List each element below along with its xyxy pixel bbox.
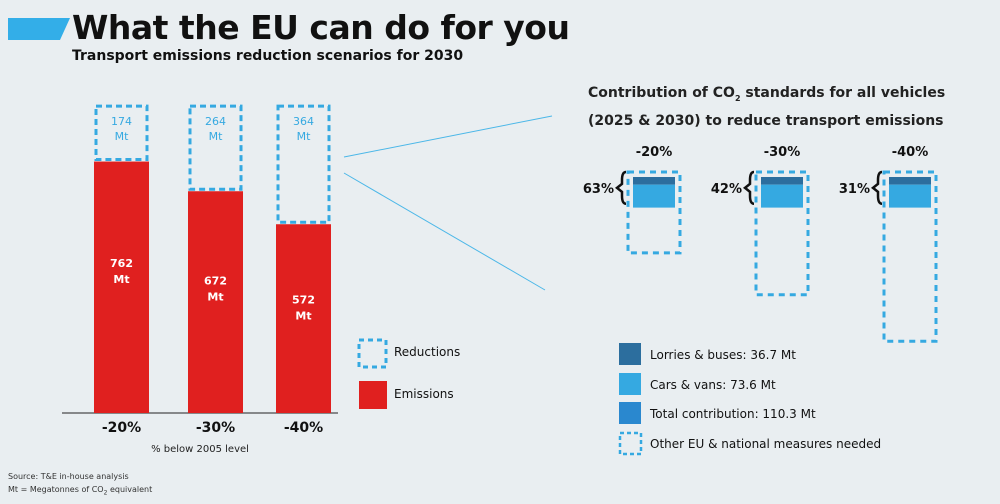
legend-label: Total contribution: 110.3 Mt bbox=[649, 407, 816, 421]
reductions-bar bbox=[188, 104, 243, 191]
reductions-bar bbox=[276, 104, 331, 224]
lorries-segment bbox=[761, 177, 803, 185]
emissions-value-label: 672 Mt bbox=[204, 274, 227, 303]
emissions-bar bbox=[276, 224, 331, 413]
share-percent-label: 31% bbox=[839, 182, 870, 197]
legend-other-swatch bbox=[618, 431, 643, 456]
reductions-value-label: 264 Mt bbox=[205, 115, 226, 143]
brace-icon bbox=[614, 170, 627, 206]
emissions-value-label: 572 Mt bbox=[292, 294, 315, 323]
x-tick-label: -20% bbox=[102, 420, 141, 436]
cars-segment bbox=[633, 184, 675, 208]
legend-lorries-swatch bbox=[619, 343, 641, 365]
callout-line bbox=[343, 115, 553, 158]
legend-label: Cars & vans: 73.6 Mt bbox=[650, 378, 776, 392]
scenario-label: -30% bbox=[764, 145, 801, 160]
scenario-label: -40% bbox=[892, 145, 929, 160]
other-measures-box bbox=[882, 170, 938, 343]
cars-segment bbox=[889, 184, 931, 208]
cars-segment bbox=[761, 184, 803, 208]
emissions-bar bbox=[188, 191, 243, 413]
banner-flag-icon bbox=[8, 18, 70, 40]
emissions-bar bbox=[94, 161, 149, 413]
legend-cars-swatch bbox=[619, 373, 641, 395]
legend-reductions-swatch bbox=[357, 338, 388, 369]
brace-icon bbox=[870, 170, 883, 206]
lorries-segment bbox=[889, 177, 931, 185]
legend-emissions-label: Emissions bbox=[394, 387, 454, 401]
source-note: Source: T&E in-house analysis bbox=[8, 472, 129, 481]
x-tick-label: -30% bbox=[196, 420, 235, 436]
page-subtitle: Transport emissions reduction scenarios … bbox=[72, 48, 464, 64]
scenario-label: -20% bbox=[636, 145, 673, 160]
emissions-value-label: 762 Mt bbox=[110, 257, 133, 286]
x-tick-label: -40% bbox=[284, 420, 323, 436]
reductions-value-label: 174 Mt bbox=[111, 115, 132, 143]
share-percent-label: 63% bbox=[583, 182, 614, 197]
callout-line bbox=[343, 172, 546, 291]
unit-note: Mt = Megatonnes of CO2 equivalent bbox=[8, 485, 153, 497]
legend-reductions-label: Reductions bbox=[394, 345, 460, 359]
reductions-bar bbox=[94, 104, 149, 162]
x-axis-title: % below 2005 level bbox=[151, 444, 249, 455]
other-measures-box bbox=[754, 170, 810, 297]
lorries-segment bbox=[633, 177, 675, 185]
detail-title: Contribution of CO2 standards for all ve… bbox=[588, 85, 946, 129]
legend-label: Lorries & buses: 36.7 Mt bbox=[650, 348, 796, 362]
reductions-value-label: 364 Mt bbox=[293, 115, 314, 143]
legend-emissions-swatch bbox=[359, 381, 387, 409]
other-measures-box bbox=[626, 170, 682, 255]
legend-label: Other EU & national measures needed bbox=[650, 437, 881, 451]
share-percent-label: 42% bbox=[711, 182, 742, 197]
brace-icon bbox=[742, 170, 755, 206]
page-title: What the EU can do for you bbox=[72, 8, 570, 47]
legend-total-swatch bbox=[619, 402, 641, 424]
